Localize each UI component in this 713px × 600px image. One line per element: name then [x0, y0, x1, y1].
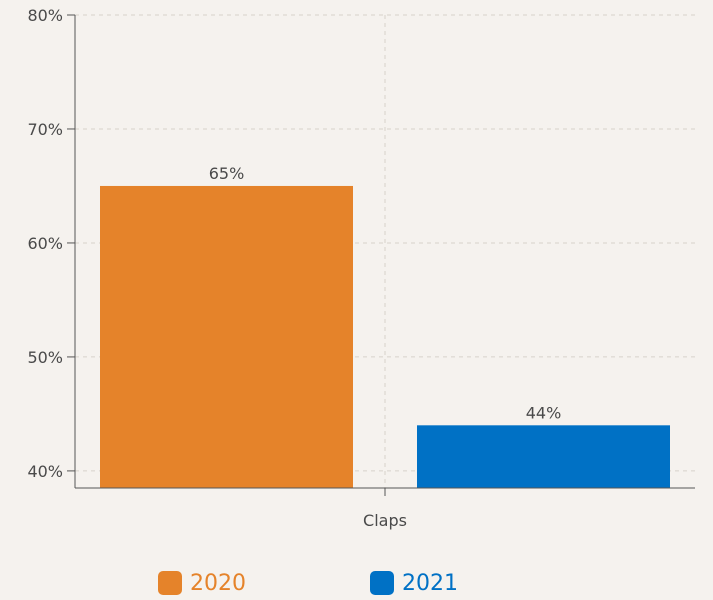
legend-item-2020[interactable]: 2020 [158, 566, 246, 600]
x-tick-label: Claps [363, 511, 407, 530]
data-label-2020: 65% [209, 164, 245, 183]
legend-label-2020: 2020 [190, 570, 246, 596]
y-tick-label: 60% [27, 234, 63, 253]
legend-item-2021[interactable]: 2021 [370, 566, 458, 600]
bars [100, 185, 670, 488]
bar-2020 [100, 185, 353, 488]
gridlines [75, 14, 695, 488]
y-tick-label: 80% [27, 6, 63, 25]
y-tick-label: 40% [27, 462, 63, 481]
legend: 2020 2021 [0, 566, 713, 600]
axes [67, 14, 695, 496]
bar-2021 [417, 425, 670, 488]
legend-swatch-2021 [370, 571, 394, 595]
legend-label-2021: 2021 [402, 570, 458, 596]
y-tick-label: 50% [27, 348, 63, 367]
y-tick-label: 70% [27, 120, 63, 139]
legend-swatch-2020 [158, 571, 182, 595]
labels: 40% 50% 60% 70% 80% 65% 44% Claps [27, 6, 561, 530]
bar-chart: 40% 50% 60% 70% 80% 65% 44% Claps [27, 6, 695, 530]
data-label-2021: 44% [526, 403, 562, 422]
